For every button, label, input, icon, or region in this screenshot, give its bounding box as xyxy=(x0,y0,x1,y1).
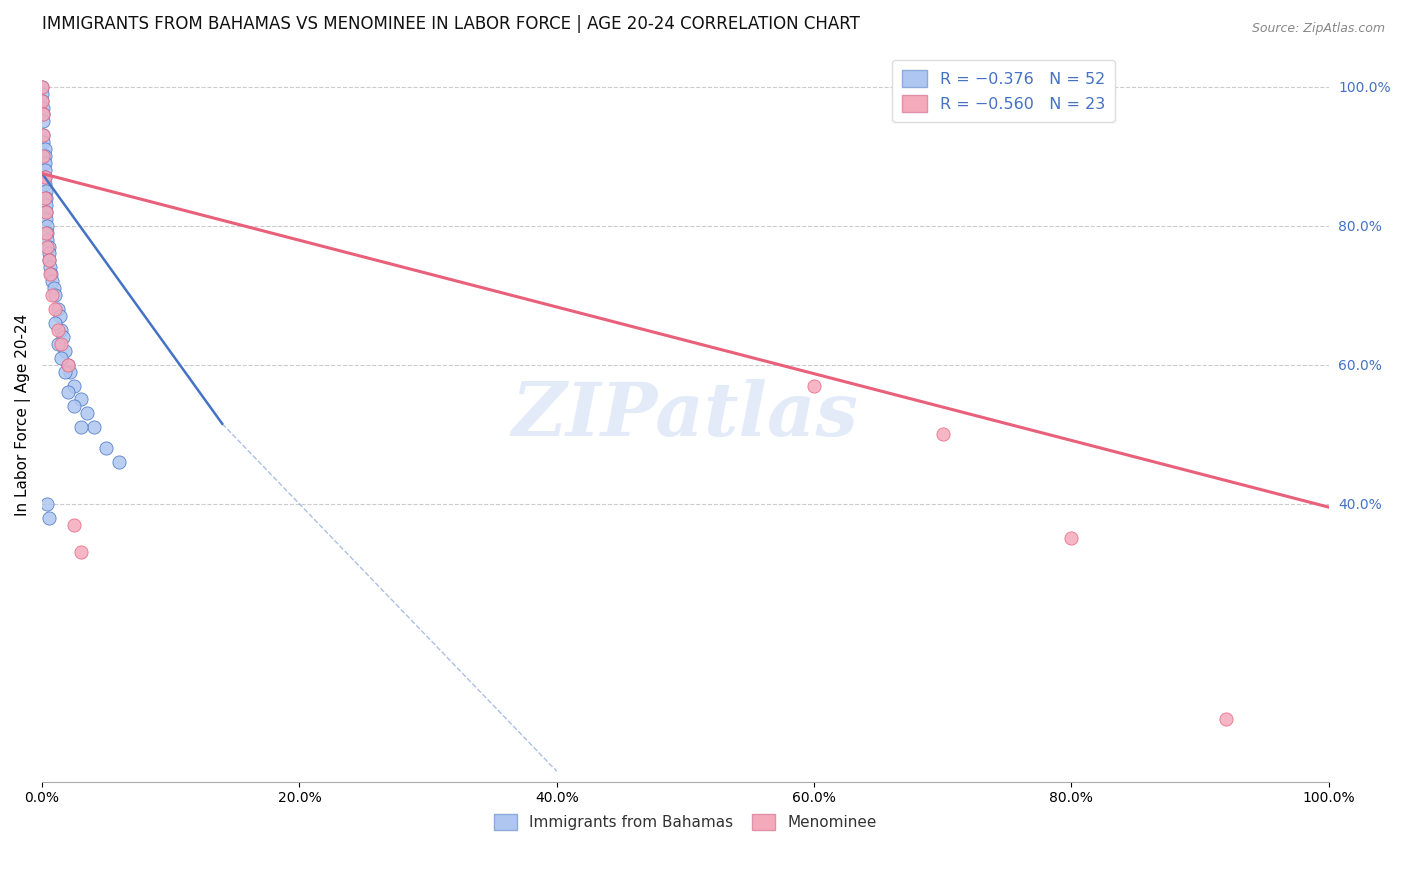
Point xyxy=(56,385,79,400)
Point xyxy=(63,517,86,532)
Point xyxy=(34,177,56,191)
Point xyxy=(31,79,53,94)
Point xyxy=(51,323,73,337)
Point xyxy=(34,142,56,156)
Point xyxy=(34,156,56,170)
Point xyxy=(31,87,53,101)
Point xyxy=(31,79,53,94)
Point xyxy=(37,226,59,240)
Text: IMMIGRANTS FROM BAHAMAS VS MENOMINEE IN LABOR FORCE | AGE 20-24 CORRELATION CHAR: IMMIGRANTS FROM BAHAMAS VS MENOMINEE IN … xyxy=(42,15,860,33)
Point xyxy=(35,204,58,219)
Point xyxy=(32,107,55,121)
Point xyxy=(31,94,53,108)
Point xyxy=(38,246,60,260)
Point xyxy=(38,510,60,524)
Point xyxy=(59,365,82,379)
Text: ZIPatlas: ZIPatlas xyxy=(512,379,859,451)
Point xyxy=(51,336,73,351)
Point xyxy=(35,191,58,205)
Point xyxy=(34,169,56,184)
Point xyxy=(35,198,58,212)
Point xyxy=(1060,532,1083,546)
Legend: Immigrants from Bahamas, Menominee: Immigrants from Bahamas, Menominee xyxy=(488,808,883,837)
Point xyxy=(56,358,79,372)
Point xyxy=(63,378,86,392)
Point xyxy=(38,268,60,282)
Point xyxy=(32,149,55,163)
Point xyxy=(37,239,59,253)
Point xyxy=(35,204,58,219)
Point xyxy=(46,301,69,316)
Point xyxy=(32,107,55,121)
Point xyxy=(803,378,825,392)
Point xyxy=(108,455,131,469)
Point xyxy=(39,268,62,282)
Point xyxy=(52,330,75,344)
Point xyxy=(31,94,53,108)
Point xyxy=(49,309,72,323)
Point xyxy=(69,420,91,434)
Point xyxy=(34,163,56,178)
Point xyxy=(83,420,105,434)
Point xyxy=(44,288,66,302)
Point xyxy=(42,281,65,295)
Point xyxy=(46,336,69,351)
Point xyxy=(53,343,76,358)
Point xyxy=(51,351,73,365)
Point xyxy=(69,392,91,407)
Point xyxy=(38,260,60,275)
Y-axis label: In Labor Force | Age 20-24: In Labor Force | Age 20-24 xyxy=(15,314,31,516)
Point xyxy=(32,114,55,128)
Point xyxy=(35,211,58,226)
Point xyxy=(32,128,55,143)
Point xyxy=(46,323,69,337)
Point xyxy=(41,274,63,288)
Point xyxy=(32,101,55,115)
Point xyxy=(44,301,66,316)
Point xyxy=(76,406,98,420)
Point xyxy=(69,545,91,559)
Point xyxy=(96,441,118,455)
Point xyxy=(37,219,59,233)
Point xyxy=(37,497,59,511)
Point xyxy=(34,191,56,205)
Point xyxy=(35,184,58,198)
Point xyxy=(63,400,86,414)
Text: Source: ZipAtlas.com: Source: ZipAtlas.com xyxy=(1251,22,1385,36)
Point xyxy=(34,149,56,163)
Point xyxy=(56,358,79,372)
Point xyxy=(38,239,60,253)
Point xyxy=(1215,712,1237,726)
Point xyxy=(931,427,953,442)
Point xyxy=(38,253,60,268)
Point xyxy=(53,365,76,379)
Point xyxy=(35,226,58,240)
Point xyxy=(32,128,55,143)
Point xyxy=(44,316,66,330)
Point xyxy=(38,253,60,268)
Point xyxy=(41,288,63,302)
Point xyxy=(34,169,56,184)
Point xyxy=(37,233,59,247)
Point xyxy=(32,135,55,149)
